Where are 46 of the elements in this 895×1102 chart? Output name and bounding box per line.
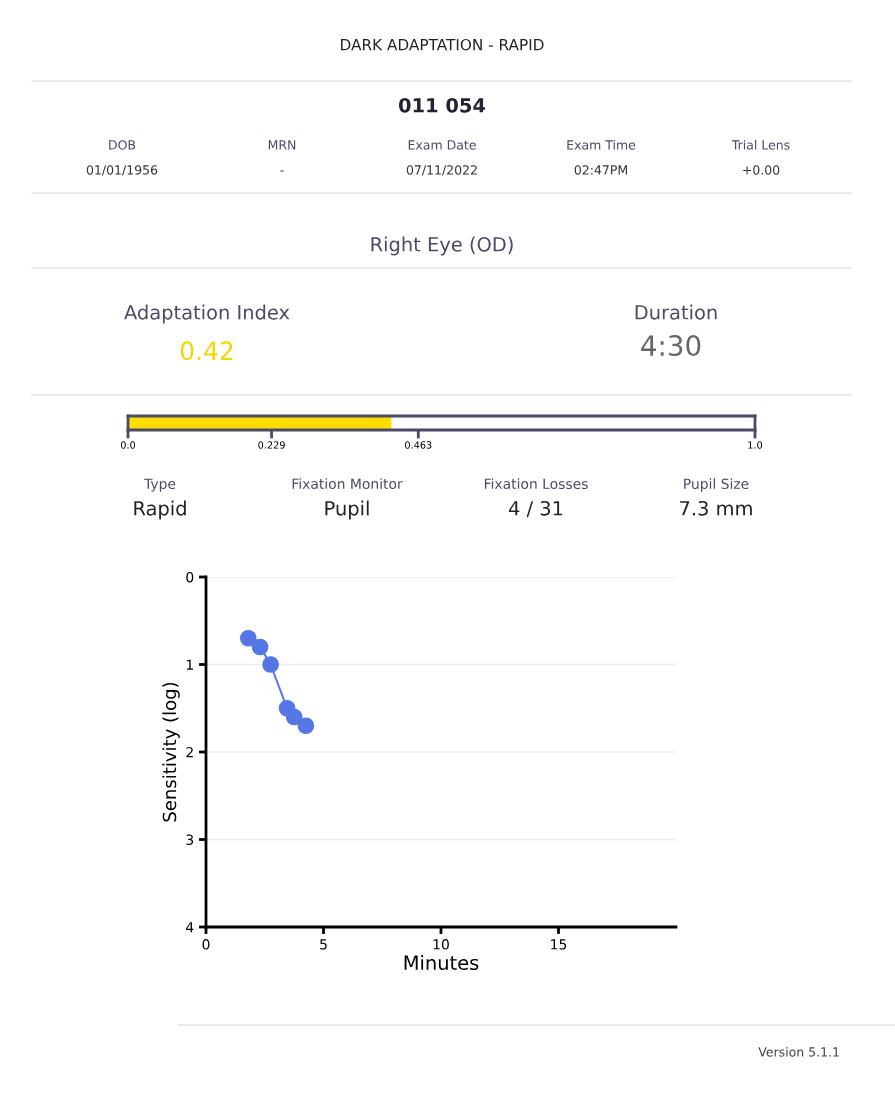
text: +0.00 bbox=[743, 165, 780, 175]
text: Exam Time bbox=[567, 139, 636, 150]
text: DARK ADAPTATION - RAPID bbox=[341, 38, 544, 51]
point bbox=[285, 708, 303, 726]
y-tick-label: 3 bbox=[186, 834, 194, 845]
y-tick-label: 1 bbox=[186, 659, 193, 670]
y-axis-title: Sensitivity (log) bbox=[162, 682, 180, 822]
text: Pupil Size bbox=[684, 478, 749, 492]
x-tick-label: 0.0 bbox=[120, 441, 136, 449]
text: Exam Date bbox=[408, 140, 476, 150]
text: DOB bbox=[109, 140, 136, 150]
text: 0.42 bbox=[180, 341, 233, 361]
x-tick-label: 1.0 bbox=[748, 441, 763, 449]
text: MRN bbox=[268, 140, 296, 150]
text: Right Eye (OD) bbox=[371, 236, 513, 256]
y-tick-label: 2 bbox=[186, 746, 193, 758]
text: Version 5.1.1 bbox=[758, 1046, 839, 1057]
text: Type bbox=[144, 478, 176, 492]
text: Adaptation Index bbox=[124, 304, 290, 324]
x-axis-title: Minutes bbox=[404, 955, 479, 971]
text: Pupil bbox=[325, 500, 369, 520]
text: Fixation Monitor bbox=[292, 478, 403, 490]
text: 4:30 bbox=[641, 335, 701, 357]
x-tick-label: 15 bbox=[551, 939, 567, 950]
text: Fixation Losses bbox=[484, 478, 588, 490]
text: 01/01/1956 bbox=[86, 165, 158, 176]
y-tick-label: 0 bbox=[186, 571, 194, 583]
text: Rapid bbox=[134, 500, 186, 520]
text: 011 054 bbox=[398, 97, 486, 113]
x-tick-label: 0.463 bbox=[405, 441, 432, 449]
text: 02:47PM bbox=[574, 165, 627, 175]
text: 4 / 31 bbox=[508, 500, 563, 518]
x-tick-label: 10 bbox=[433, 939, 449, 950]
point bbox=[239, 629, 257, 647]
text: Duration bbox=[635, 304, 717, 320]
text: - bbox=[280, 170, 284, 172]
point bbox=[251, 638, 269, 656]
text: 7.3 mm bbox=[680, 500, 752, 516]
text: 07/11/2022 bbox=[406, 165, 477, 176]
x-tick-label: 5 bbox=[320, 939, 327, 950]
point bbox=[297, 717, 315, 735]
x-tick-label: 0.229 bbox=[258, 441, 285, 449]
text: Trial Lens bbox=[731, 139, 790, 150]
y-tick-label: 4 bbox=[186, 922, 194, 933]
point bbox=[262, 656, 279, 673]
x-tick-label: 0 bbox=[202, 939, 210, 950]
